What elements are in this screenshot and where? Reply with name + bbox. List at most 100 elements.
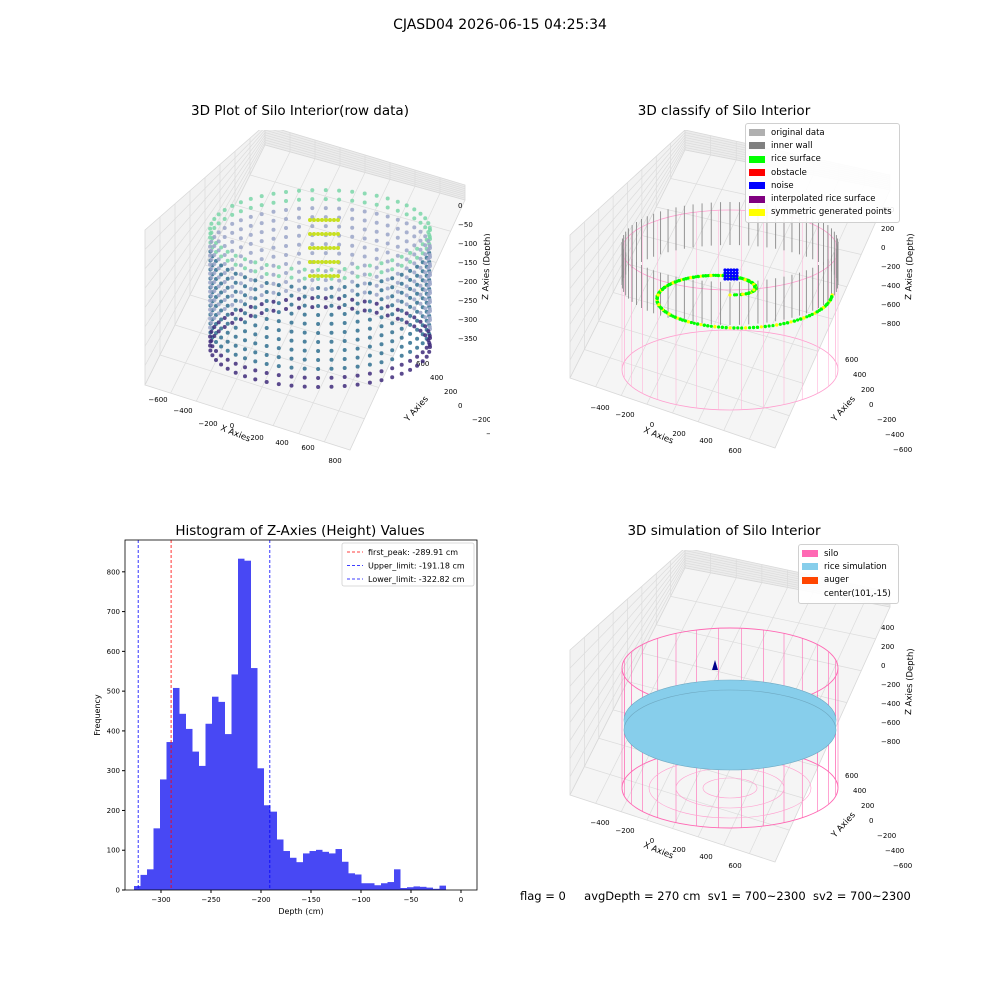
x-tick-label: −50 <box>404 896 419 904</box>
raw-point <box>310 251 315 256</box>
raw-point <box>408 322 413 327</box>
legend-label: obstacle <box>771 167 807 178</box>
raw-point <box>225 258 230 263</box>
raw-point <box>212 316 217 320</box>
raw-point <box>248 241 253 246</box>
surface-point <box>724 325 728 330</box>
raw-point <box>276 382 281 387</box>
raw-point <box>225 366 230 371</box>
raw-point <box>399 353 404 358</box>
raw-point <box>248 259 253 264</box>
raw-point <box>379 306 384 311</box>
raw-point <box>219 263 224 268</box>
raw-point <box>323 278 328 283</box>
raw-point <box>385 295 390 300</box>
raw-point <box>310 242 315 247</box>
legend-swatch <box>802 576 818 584</box>
raw-point <box>233 316 238 321</box>
raw-point <box>367 353 372 358</box>
z-axis-label: Z Axies (Depth) <box>904 233 916 300</box>
raw-point <box>329 348 334 353</box>
raw-point <box>289 347 294 352</box>
x-tick-label: 600 <box>728 447 741 455</box>
raw-point <box>426 275 431 280</box>
histogram-bar <box>348 873 355 890</box>
raw-points <box>208 188 432 389</box>
raw-point <box>216 248 221 253</box>
raw-point <box>216 320 221 325</box>
raw-point <box>374 310 379 315</box>
raw-point <box>342 348 347 352</box>
reference-lines <box>137 540 271 890</box>
histogram-legend: first_peak: -289.91 cm Upper_limit: -191.… <box>341 542 475 587</box>
raw-point <box>355 364 360 369</box>
surface-point <box>673 280 677 284</box>
classify-3d-plot[interactable]: −400 −200 0 200 400 600 600 400 200 0 −200 −400 −600… <box>545 130 920 470</box>
raw-point <box>374 256 379 261</box>
noise-point <box>723 277 727 281</box>
raw-point <box>276 346 281 351</box>
raw-point <box>222 244 227 248</box>
raw-point <box>385 313 390 318</box>
raw-point <box>225 249 230 254</box>
raw-point <box>426 329 431 334</box>
raw-point <box>264 308 269 312</box>
raw-point <box>289 338 294 343</box>
raw-point <box>337 188 342 193</box>
histogram-bar <box>335 849 342 890</box>
raw-point <box>276 265 281 270</box>
raw-point <box>332 218 336 222</box>
raw-point <box>395 271 400 276</box>
y-tick-label: 500 <box>107 688 120 696</box>
y-tick-label: −200 <box>472 416 490 424</box>
raw-point <box>212 307 217 311</box>
raw-point <box>316 268 321 272</box>
raw-point <box>271 299 276 304</box>
raw-point <box>316 232 320 236</box>
raw-point <box>308 246 312 250</box>
raw-point <box>243 320 247 325</box>
surface-point <box>686 320 691 324</box>
raw-point <box>415 300 420 305</box>
raw-point <box>424 354 429 359</box>
raw-point <box>238 245 243 250</box>
histogram-bar <box>192 751 199 890</box>
raw-point <box>316 376 321 380</box>
raw-point <box>284 217 288 221</box>
raw-point <box>374 283 379 288</box>
raw-point <box>208 262 213 267</box>
surface-point <box>656 300 660 304</box>
surface-point <box>775 323 779 327</box>
raw-point <box>208 316 213 321</box>
y-tick-label: −200 <box>877 832 896 840</box>
y-ticks: 0 100 200 300 400 500 600 700 800 <box>107 568 125 895</box>
raw-point <box>230 311 235 316</box>
raw-point <box>427 261 432 266</box>
raw-point <box>248 268 253 273</box>
raw-point <box>390 303 395 308</box>
surface-point <box>691 275 696 279</box>
y-axis-label: Y Axies <box>402 394 431 425</box>
raw-point <box>379 369 384 374</box>
raw-point <box>253 305 258 310</box>
classify-plot-title: 3D classify of Silo Interior <box>637 103 811 119</box>
raw-point <box>209 284 214 289</box>
raw-point <box>395 199 400 204</box>
raw-3d-plot[interactable]: −600−400−200 02004006008006004002000−200−… <box>120 130 490 470</box>
raw-point <box>212 271 217 275</box>
noise-point <box>735 271 739 275</box>
raw-point <box>302 348 307 353</box>
raw-point <box>212 289 217 293</box>
raw-point <box>259 257 264 262</box>
surface-point <box>748 326 752 330</box>
raw-point <box>374 229 379 234</box>
z-tick-label: −600 <box>881 719 900 727</box>
raw-point <box>284 280 288 284</box>
x-tick-label: 200 <box>250 434 263 442</box>
raw-point <box>253 314 258 319</box>
raw-point <box>316 304 321 308</box>
y-tick-label: −600 <box>893 862 912 870</box>
raw-point <box>310 278 315 283</box>
raw-point <box>264 344 269 348</box>
surface-point <box>692 321 696 325</box>
